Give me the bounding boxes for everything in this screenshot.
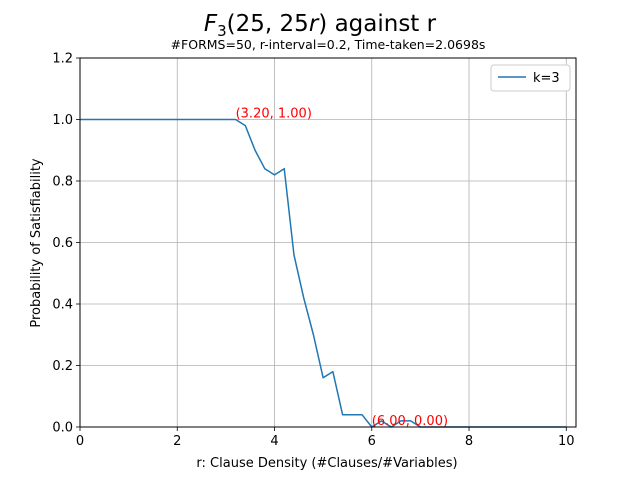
annotations: (3.20, 1.00) (6.00, 0.00) [236, 107, 448, 430]
legend: k=3 [490, 64, 571, 92]
x-tick-label: 4 [270, 434, 278, 449]
x-tick-label: 2 [173, 434, 181, 449]
point-annotation: (6.00, 0.00) [372, 414, 448, 429]
chart-title: F3(25, 25r) against r [204, 11, 437, 40]
chart-subtitle: #FORMS=50, r-interval=0.2, Time-taken=2.… [171, 37, 486, 52]
x-tick-label: 0 [76, 434, 84, 449]
x-tick-label: 8 [465, 434, 473, 449]
x-tick-label: 6 [368, 434, 376, 449]
legend-label: k=3 [533, 71, 560, 86]
x-axis-ticks: 0 2 4 6 8 10 [76, 427, 575, 449]
y-axis-ticks: 0.0 0.2 0.4 0.6 0.8 1.0 1.2 [52, 52, 80, 436]
y-tick-label: 0.4 [52, 298, 73, 313]
x-axis-label: r: Clause Density (#Clauses/#Variables) [196, 456, 457, 471]
y-tick-label: 0.0 [52, 421, 73, 436]
y-tick-label: 0.6 [52, 236, 73, 251]
grid [79, 57, 576, 428]
y-tick-label: 0.8 [52, 175, 73, 190]
x-tick-label: 10 [558, 434, 575, 449]
point-annotation: (3.20, 1.00) [236, 107, 312, 122]
legend-box [490, 64, 571, 92]
y-tick-label: 0.2 [52, 359, 73, 374]
y-axis-label: Probability of Satisfiability [29, 158, 44, 328]
y-tick-label: 1.2 [52, 52, 73, 67]
y-tick-label: 1.0 [52, 113, 73, 128]
